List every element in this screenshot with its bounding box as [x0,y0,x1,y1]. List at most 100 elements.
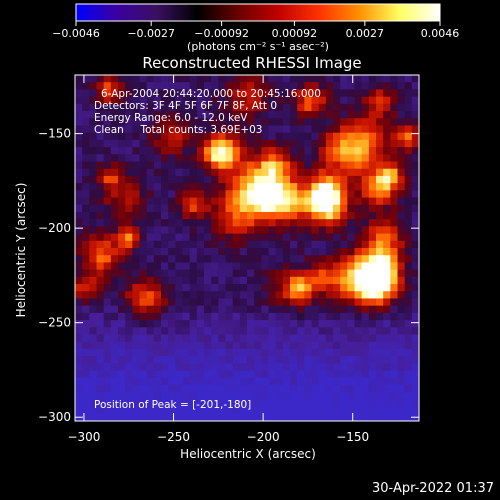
heatmap-cell [218,276,227,285]
heatmap-cell [182,75,191,83]
heatmap-cell [261,413,270,421]
heatmap-cell [211,370,219,379]
heatmap-cell [218,96,227,105]
heatmap-cell [182,377,191,386]
y-tick-label: −250 [38,316,71,330]
heatmap-cell [175,139,184,148]
heatmap-cell [247,370,255,379]
heatmap-cell [333,139,341,148]
heatmap-cell [282,262,291,271]
heatmap-cell [247,125,255,134]
heatmap-cell [333,161,341,170]
heatmap-cell [376,392,384,400]
heatmap-cell [82,219,90,227]
heatmap-cell [239,125,248,134]
heatmap-cell [297,392,305,400]
heatmap-cell [211,233,219,242]
heatmap-cell [232,96,241,105]
colorbar-tick-label: −0.0027 [127,27,175,40]
heatmap-cell [383,334,391,343]
heatmap-cell [132,154,141,163]
heatmap-cell [161,233,169,242]
heatmap-cell [247,204,255,213]
heatmap-cell [182,298,191,307]
heatmap-cell [225,363,234,372]
heatmap-cell [318,219,327,227]
heatmap-cell [318,75,327,83]
heatmap-cell [139,226,148,235]
heatmap-cell [318,370,327,379]
heatmap-cell [282,356,291,364]
heatmap-cell [411,89,419,98]
heatmap-cell [118,377,126,386]
heatmap-cell [82,154,90,163]
heatmap-cell [211,348,219,357]
heatmap-cell [118,356,126,364]
heatmap-cell [254,341,262,350]
heatmap-cell [361,392,370,400]
heatmap-cell [368,262,377,271]
heatmap-cell [411,284,419,292]
heatmap-cell [175,334,184,343]
heatmap-cell [75,125,83,134]
heatmap-cell [189,139,198,148]
heatmap-cell [290,103,298,112]
heatmap-cell [368,413,377,421]
heatmap-cell [239,211,248,220]
heatmap-cell [225,334,234,343]
heatmap-cell [204,190,212,199]
heatmap-cell [118,276,126,285]
heatmap-cell [110,248,119,256]
heatmap-cell [368,276,377,285]
heatmap-cell [132,377,141,386]
heatmap-cell [168,219,176,227]
heatmap-cell [204,377,212,386]
heatmap-cell [82,305,90,314]
heatmap-cell [153,305,162,314]
heatmap-cell [368,291,377,300]
heatmap-cell [333,384,341,393]
heatmap-cell [275,262,284,271]
heatmap-cell [96,341,105,350]
heatmap-cell [261,89,270,98]
heatmap-cell [82,262,90,271]
heatmap-cell [146,312,155,321]
heatmap-cell [397,341,406,350]
heatmap-cell [75,341,83,350]
heatmap-cell [282,384,291,393]
heatmap-cell [168,111,176,119]
heatmap-cell [268,197,277,206]
heatmap-cell [390,161,399,170]
heatmap-cell [118,111,126,119]
heatmap-cell [132,197,141,206]
heatmap-cell [411,370,419,379]
heatmap-cell [146,75,155,83]
heatmap-cell [75,298,83,307]
heatmap-cell [390,168,399,177]
heatmap-cell [376,132,384,141]
heatmap-cell [125,284,133,292]
heatmap-cell [153,413,162,421]
heatmap-cell [146,248,155,256]
heatmap-cell [89,399,98,408]
heatmap-cell [376,103,384,112]
heatmap-cell [239,341,248,350]
heatmap-cell [196,219,205,227]
heatmap-cell [325,240,334,249]
heatmap-cell [275,111,284,119]
heatmap-cell [376,320,384,328]
heatmap-cell [175,320,184,328]
heatmap-cell [397,190,406,199]
heatmap-cell [182,161,191,170]
heatmap-cell [297,269,305,278]
heatmap-cell [376,356,384,364]
heatmap-cell [354,341,363,350]
heatmap-cell [96,276,105,285]
heatmap-cell [397,161,406,170]
heatmap-cell [368,204,377,213]
heatmap-cell [225,118,234,127]
heatmap-cell [118,384,126,393]
heatmap-cell [304,269,313,278]
heatmap-cell [368,154,377,163]
heatmap-cell [103,197,112,206]
